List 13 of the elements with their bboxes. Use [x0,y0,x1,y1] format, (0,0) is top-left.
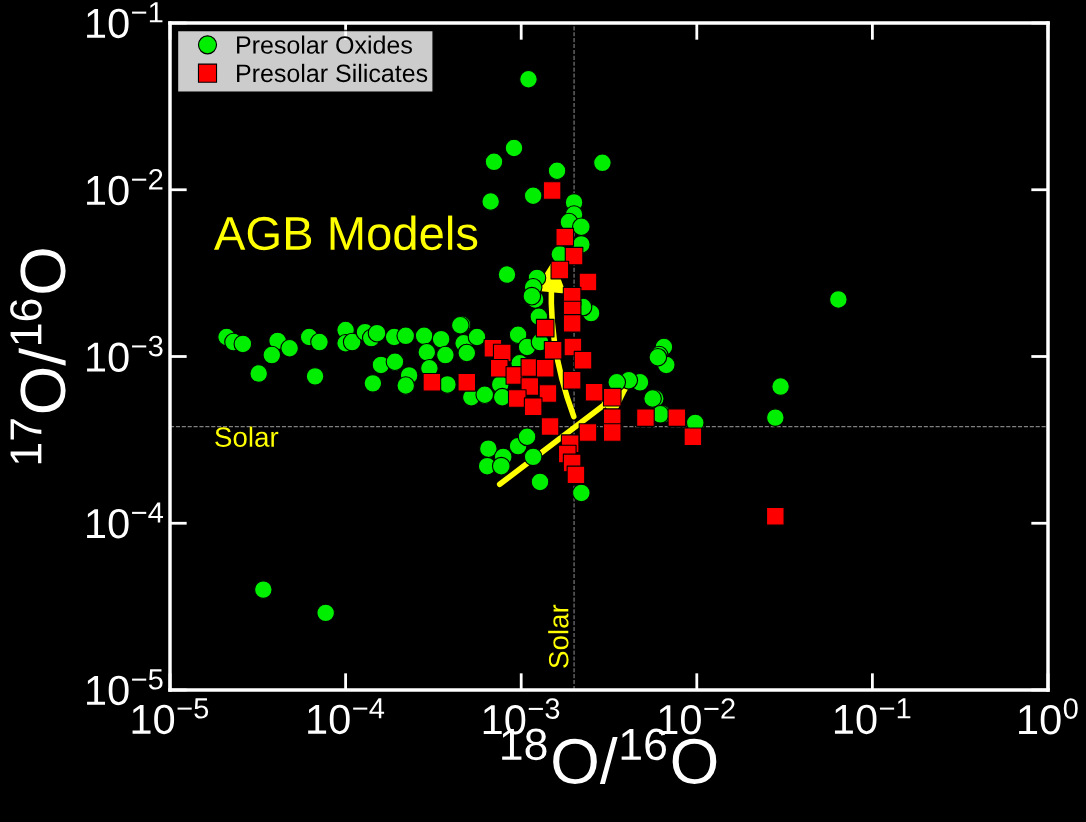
y-tick-label: 10$^{−3}$ [87,335,163,372]
legend-label: Presolar Silicates [237,63,428,83]
y-tick-label: 10$^{−4}$ [87,502,164,539]
annotation: AGB Models [214,215,478,251]
x-tick-label: 10$^{−1}$ [834,698,911,735]
y-axis-title: $^{17}$O/$^{16}$O [10,249,66,464]
y-tick-label: 10$^{−2}$ [87,169,163,206]
ref-line-label: Solar [548,604,569,668]
x-tick-label: 10$^{−4}$ [308,698,385,735]
y-tick-label: 10$^{−1}$ [87,2,163,39]
x-tick-label: 10$^{0}$ [1019,698,1078,735]
ref-line-label: Solar [215,426,279,447]
legend-label: Presolar Oxides [237,35,412,54]
